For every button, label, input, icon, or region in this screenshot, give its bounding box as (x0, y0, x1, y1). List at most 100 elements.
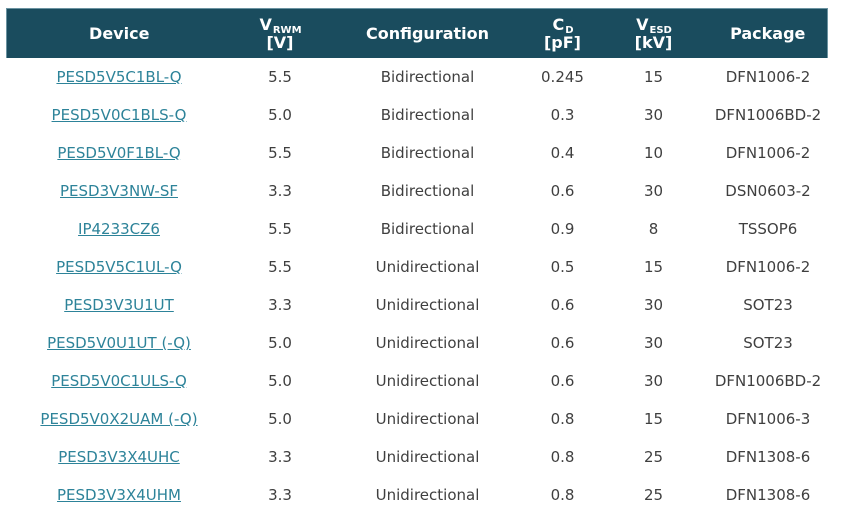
configuration-cell: Unidirectional (328, 438, 527, 476)
vesd-cell: 30 (598, 96, 709, 134)
vrwm-cell: 5.5 (231, 248, 329, 286)
configuration-cell: Bidirectional (328, 58, 527, 96)
esd-device-comparison-table: Device VRWM [V] Configuration CD [pF] (6, 8, 828, 514)
cd-cell: 0.6 (526, 172, 599, 210)
cd-cell: 0.6 (526, 286, 599, 324)
vesd-cell: 10 (598, 134, 709, 172)
col-header-configuration: Configuration (328, 8, 527, 58)
vesd-cell: 30 (598, 286, 709, 324)
configuration-cell: Bidirectional (328, 210, 527, 248)
vesd-cell: 15 (598, 58, 709, 96)
vrwm-cell: 5.5 (231, 134, 329, 172)
device-cell: PESD5V5C1UL-Q (6, 248, 232, 286)
vrwm-cell: 3.3 (231, 172, 329, 210)
device-cell: PESD3V3X4UHC (6, 438, 232, 476)
cd-cell: 0.6 (526, 324, 599, 362)
device-cell: PESD5V0C1ULS-Q (6, 362, 232, 400)
device-cell: PESD5V0F1BL-Q (6, 134, 232, 172)
device-link[interactable]: PESD3V3U1UT (64, 296, 174, 314)
vrwm-unit: [V] (266, 32, 294, 52)
vesd-cell: 15 (598, 400, 709, 438)
vrwm-cell: 5.0 (231, 362, 329, 400)
vrwm-symbol: VRWM (259, 14, 302, 36)
configuration-cell: Unidirectional (328, 400, 527, 438)
configuration-cell: Bidirectional (328, 172, 527, 210)
device-link[interactable]: PESD5V5C1BL-Q (56, 68, 182, 86)
package-cell: DSN0603-2 (708, 172, 828, 210)
vesd-cell: 30 (598, 362, 709, 400)
device-cell: PESD3V3U1UT (6, 286, 232, 324)
package-cell: SOT23 (708, 286, 828, 324)
cd-unit: [pF] (543, 32, 581, 52)
configuration-cell: Unidirectional (328, 362, 527, 400)
package-cell: DFN1006-2 (708, 248, 828, 286)
package-cell: DFN1006-2 (708, 134, 828, 172)
vesd-unit: [kV] (634, 32, 673, 52)
device-link[interactable]: PESD5V0X2UAM (-Q) (40, 410, 198, 428)
device-link[interactable]: PESD3V3X4UHC (58, 448, 180, 466)
vesd-cell: 15 (598, 248, 709, 286)
device-cell: IP4233CZ6 (6, 210, 232, 248)
vesd-cell: 30 (598, 172, 709, 210)
device-link[interactable]: PESD5V5C1UL-Q (56, 258, 182, 276)
col-header-package: Package (708, 8, 828, 58)
device-header-label: Device (89, 24, 150, 43)
table-row: PESD3V3X4UHM 3.3 Unidirectional 0.8 25 D… (6, 476, 828, 514)
device-cell: PESD5V0C1BLS-Q (6, 96, 232, 134)
device-cell: PESD3V3NW-SF (6, 172, 232, 210)
vrwm-cell: 5.0 (231, 400, 329, 438)
vesd-cell: 30 (598, 324, 709, 362)
configuration-cell: Unidirectional (328, 248, 527, 286)
configuration-cell: Bidirectional (328, 134, 527, 172)
cd-cell: 0.5 (526, 248, 599, 286)
vrwm-cell: 5.5 (231, 210, 329, 248)
device-link[interactable]: PESD5V0C1ULS-Q (51, 372, 187, 390)
cd-cell: 0.9 (526, 210, 599, 248)
header-row: Device VRWM [V] Configuration CD [pF] (6, 8, 828, 58)
vesd-cell: 25 (598, 438, 709, 476)
vrwm-cell: 5.5 (231, 58, 329, 96)
device-link[interactable]: PESD3V3NW-SF (60, 182, 178, 200)
table-row: PESD5V0C1BLS-Q 5.0 Bidirectional 0.3 30 … (6, 96, 828, 134)
package-cell: DFN1006BD-2 (708, 362, 828, 400)
table-row: PESD5V0X2UAM (-Q) 5.0 Unidirectional 0.8… (6, 400, 828, 438)
cd-cell: 0.6 (526, 362, 599, 400)
package-cell: DFN1006BD-2 (708, 96, 828, 134)
cd-cell: 0.8 (526, 400, 599, 438)
package-cell: TSSOP6 (708, 210, 828, 248)
col-header-cd: CD [pF] (526, 8, 599, 58)
configuration-cell: Unidirectional (328, 286, 527, 324)
package-header-label: Package (730, 24, 806, 43)
table-row: PESD5V0C1ULS-Q 5.0 Unidirectional 0.6 30… (6, 362, 828, 400)
package-cell: DFN1308-6 (708, 438, 828, 476)
table-row: PESD5V0U1UT (-Q) 5.0 Unidirectional 0.6 … (6, 324, 828, 362)
device-cell: PESD5V0U1UT (-Q) (6, 324, 232, 362)
device-link[interactable]: PESD5V0U1UT (-Q) (47, 334, 191, 352)
table-body: PESD5V5C1BL-Q 5.5 Bidirectional 0.245 15… (6, 58, 828, 514)
table-row: PESD5V0F1BL-Q 5.5 Bidirectional 0.4 10 D… (6, 134, 828, 172)
device-link[interactable]: IP4233CZ6 (78, 220, 160, 238)
package-cell: DFN1308-6 (708, 476, 828, 514)
table-row: PESD3V3U1UT 3.3 Unidirectional 0.6 30 SO… (6, 286, 828, 324)
vesd-cell: 25 (598, 476, 709, 514)
package-cell: DFN1006-2 (708, 58, 828, 96)
table-row: PESD3V3NW-SF 3.3 Bidirectional 0.6 30 DS… (6, 172, 828, 210)
device-link[interactable]: PESD5V0C1BLS-Q (51, 106, 187, 124)
table-row: PESD3V3X4UHC 3.3 Unidirectional 0.8 25 D… (6, 438, 828, 476)
vrwm-cell: 5.0 (231, 96, 329, 134)
table-header: Device VRWM [V] Configuration CD [pF] (6, 8, 828, 58)
device-table-container: Device VRWM [V] Configuration CD [pF] (6, 8, 828, 514)
table-row: PESD5V5C1UL-Q 5.5 Unidirectional 0.5 15 … (6, 248, 828, 286)
configuration-cell: Unidirectional (328, 324, 527, 362)
cd-cell: 0.8 (526, 476, 599, 514)
device-link[interactable]: PESD5V0F1BL-Q (57, 144, 181, 162)
cd-cell: 0.4 (526, 134, 599, 172)
configuration-cell: Unidirectional (328, 476, 527, 514)
package-cell: SOT23 (708, 324, 828, 362)
vesd-symbol: VESD (636, 14, 672, 36)
cd-cell: 0.245 (526, 58, 599, 96)
package-cell: DFN1006-3 (708, 400, 828, 438)
table-row: IP4233CZ6 5.5 Bidirectional 0.9 8 TSSOP6 (6, 210, 828, 248)
device-link[interactable]: PESD3V3X4UHM (57, 486, 181, 504)
configuration-cell: Bidirectional (328, 96, 527, 134)
